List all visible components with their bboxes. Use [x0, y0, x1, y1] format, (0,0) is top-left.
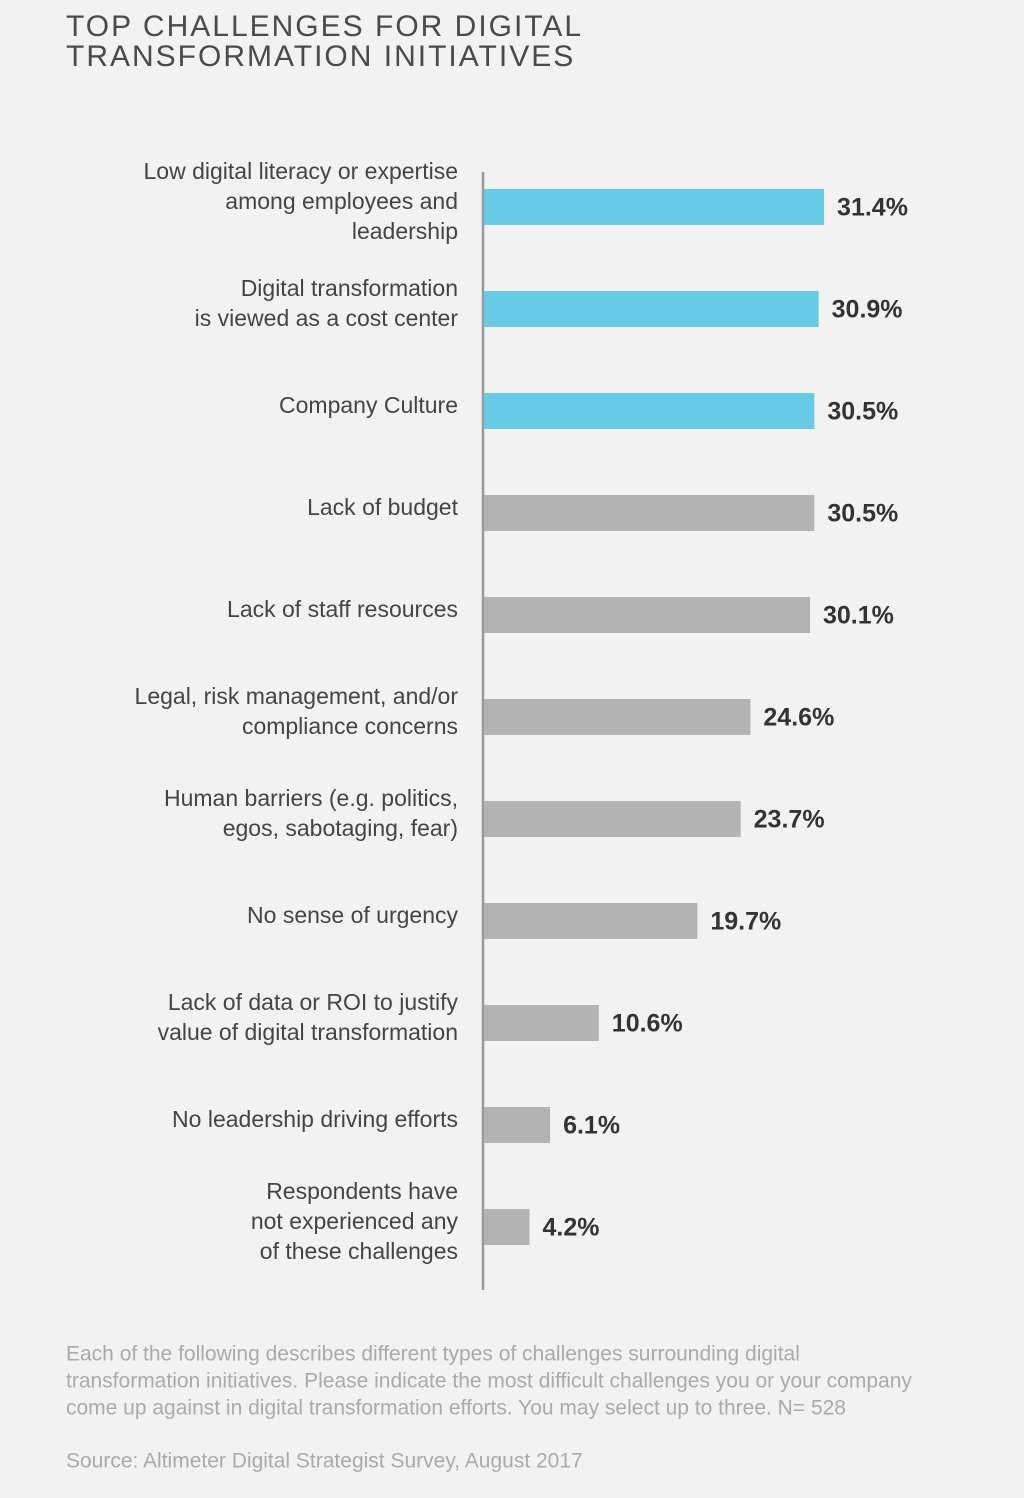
value-label: 30.5%: [827, 500, 898, 528]
category-label: Lack of staff resources: [227, 596, 458, 622]
category-label: value of digital transformation: [158, 1019, 458, 1045]
bar: [484, 189, 825, 225]
bar: [484, 291, 819, 327]
category-label: egos, sabotaging, fear): [223, 815, 458, 841]
bar: [484, 903, 698, 939]
category-label: leadership: [352, 218, 458, 244]
category-label: No leadership driving efforts: [172, 1106, 458, 1132]
value-label: 10.6%: [612, 1010, 683, 1038]
category-label: Legal, risk management, and/or: [135, 683, 459, 709]
value-label: 30.1%: [823, 602, 894, 630]
category-label: Digital transformation: [241, 275, 458, 301]
category-label: is viewed as a cost center: [195, 305, 459, 331]
value-label: 6.1%: [563, 1112, 620, 1140]
footnote: Each of the following describes differen…: [66, 1343, 800, 1366]
category-label: Human barriers (e.g. politics,: [164, 785, 458, 811]
footnote: come up against in digital transformatio…: [66, 1397, 846, 1420]
bar: [484, 1107, 551, 1143]
category-label: No sense of urgency: [247, 902, 458, 928]
value-label: 19.7%: [710, 908, 781, 936]
footnote: transformation initiatives. Please indic…: [66, 1370, 912, 1393]
value-label: 30.5%: [827, 398, 898, 426]
bar: [484, 1005, 599, 1041]
bar: [484, 597, 810, 633]
category-label: Company Culture: [279, 392, 458, 418]
bar: [484, 801, 741, 837]
chart-title: TRANSFORMATION INITIATIVES: [66, 40, 575, 73]
category-label: Lack of data or ROI to justify: [168, 989, 459, 1015]
value-label: 24.6%: [763, 704, 834, 732]
source: Source: Altimeter Digital Strategist Sur…: [66, 1450, 583, 1473]
category-label: compliance concerns: [242, 713, 458, 739]
value-label: 30.9%: [832, 296, 903, 324]
bar: [484, 1209, 530, 1245]
category-label: Lack of budget: [307, 494, 459, 520]
category-label: Low digital literacy or expertise: [144, 158, 458, 184]
category-label: not experienced any: [251, 1208, 459, 1234]
bar: [484, 699, 751, 735]
category-label: of these challenges: [260, 1238, 458, 1264]
value-label: 23.7%: [754, 806, 825, 834]
bar: [484, 393, 815, 429]
value-label: 31.4%: [837, 194, 908, 222]
category-label: among employees and: [225, 188, 458, 214]
bar: [484, 495, 815, 531]
value-label: 4.2%: [542, 1214, 599, 1242]
chart-title: TOP CHALLENGES FOR DIGITAL: [66, 10, 583, 43]
category-label: Respondents have: [266, 1178, 458, 1204]
